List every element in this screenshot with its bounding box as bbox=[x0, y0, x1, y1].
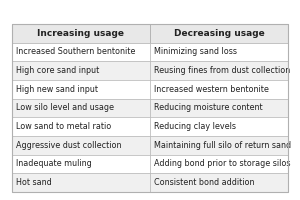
Bar bbox=[150, 80, 288, 99]
Bar bbox=[12, 61, 150, 80]
Text: Consistent bond addition: Consistent bond addition bbox=[154, 178, 254, 187]
Bar bbox=[150, 61, 288, 80]
Bar bbox=[12, 24, 288, 192]
Bar bbox=[150, 24, 288, 43]
Text: Reducing moisture content: Reducing moisture content bbox=[154, 104, 262, 112]
Text: Low silo level and usage: Low silo level and usage bbox=[16, 104, 114, 112]
Text: Maintaining full silo of return sand: Maintaining full silo of return sand bbox=[154, 141, 291, 150]
Bar bbox=[150, 99, 288, 117]
Text: Low sand to metal ratio: Low sand to metal ratio bbox=[16, 122, 111, 131]
Bar bbox=[150, 173, 288, 192]
Text: Inadequate muling: Inadequate muling bbox=[16, 160, 91, 168]
Text: High core sand input: High core sand input bbox=[16, 66, 99, 75]
Text: Minimizing sand loss: Minimizing sand loss bbox=[154, 47, 237, 56]
Bar bbox=[12, 136, 150, 155]
Text: Reusing fines from dust collection: Reusing fines from dust collection bbox=[154, 66, 290, 75]
Bar bbox=[150, 43, 288, 61]
Bar bbox=[12, 80, 150, 99]
Bar bbox=[150, 117, 288, 136]
Text: Increased western bentonite: Increased western bentonite bbox=[154, 85, 268, 94]
Bar bbox=[12, 99, 150, 117]
Text: Decreasing usage: Decreasing usage bbox=[174, 29, 264, 38]
Text: Adding bond prior to storage silos: Adding bond prior to storage silos bbox=[154, 160, 290, 168]
Text: Increasing usage: Increasing usage bbox=[38, 29, 124, 38]
Text: High new sand input: High new sand input bbox=[16, 85, 98, 94]
Bar bbox=[12, 173, 150, 192]
Text: Increased Southern bentonite: Increased Southern bentonite bbox=[16, 47, 135, 56]
Bar bbox=[12, 117, 150, 136]
Bar bbox=[12, 43, 150, 61]
Bar bbox=[150, 155, 288, 173]
Bar bbox=[150, 136, 288, 155]
Bar bbox=[12, 24, 150, 43]
Text: Hot sand: Hot sand bbox=[16, 178, 51, 187]
Bar bbox=[12, 155, 150, 173]
Text: Reducing clay levels: Reducing clay levels bbox=[154, 122, 236, 131]
Text: Aggressive dust collection: Aggressive dust collection bbox=[16, 141, 121, 150]
